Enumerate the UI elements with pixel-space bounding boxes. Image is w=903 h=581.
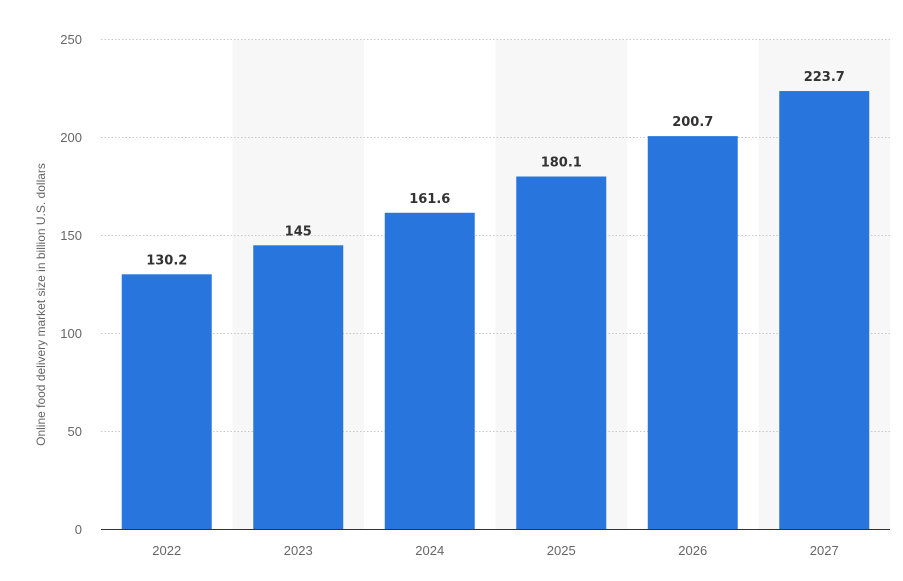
bars-layer <box>121 91 870 530</box>
y-tick-label: 100 <box>60 326 82 341</box>
y-tick-labels-layer: 0 50 100 150 200 250 <box>60 32 82 537</box>
value-label-2022: 130.2 <box>146 253 187 268</box>
x-tick-label-2026: 2026 <box>678 543 707 558</box>
x-tick-label-2024: 2024 <box>415 543 444 558</box>
value-label-2026: 200.7 <box>672 115 713 130</box>
x-tick-label-2025: 2025 <box>547 543 576 558</box>
x-tick-label-2027: 2027 <box>810 543 839 558</box>
bar-2022[interactable] <box>121 274 212 530</box>
x-tick-label-2022: 2022 <box>152 543 181 558</box>
value-label-2024: 161.6 <box>409 192 450 207</box>
bar-2025[interactable] <box>516 176 607 530</box>
y-tick-label: 0 <box>75 522 82 537</box>
y-tick-label: 200 <box>60 130 82 145</box>
y-tick-label: 50 <box>68 424 82 439</box>
value-label-2023: 145 <box>285 224 312 239</box>
bar-2026[interactable] <box>647 136 738 530</box>
value-label-2025: 180.1 <box>541 156 582 171</box>
value-label-2027: 223.7 <box>804 70 845 85</box>
x-tick-label-2023: 2023 <box>284 543 313 558</box>
y-tick-label: 150 <box>60 228 82 243</box>
y-axis-title: Online food delivery market size in bill… <box>34 163 48 446</box>
bar-2023[interactable] <box>253 245 344 530</box>
y-tick-label: 250 <box>60 32 82 47</box>
bar-2027[interactable] <box>779 91 870 530</box>
value-labels-layer: 130.2 145 161.6 180.1 200.7 223.7 <box>146 70 845 268</box>
x-tick-labels-layer: 2022 2023 2024 2025 2026 2027 <box>152 543 838 558</box>
bar-2024[interactable] <box>384 212 475 530</box>
